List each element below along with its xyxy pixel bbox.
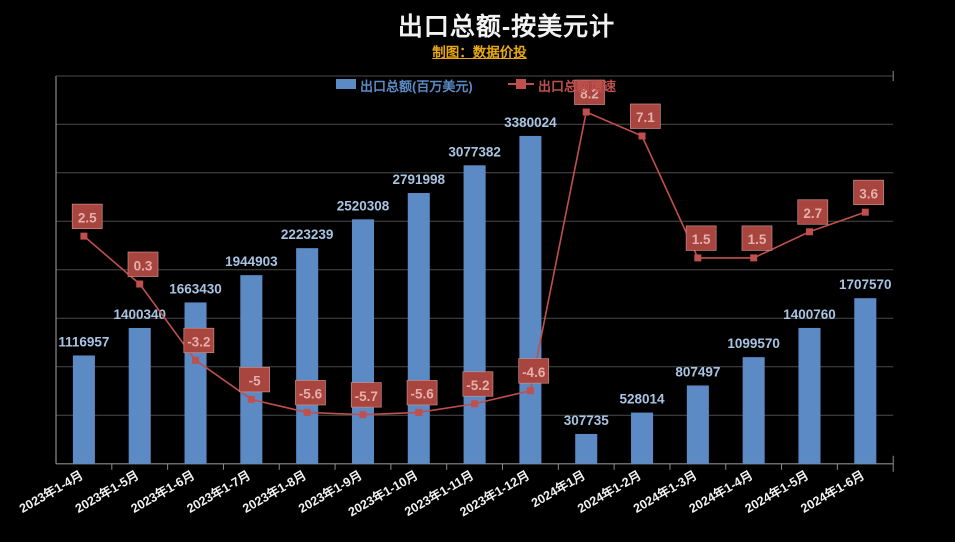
svg-text:2791998: 2791998	[393, 172, 446, 187]
svg-text:1707570: 1707570	[839, 277, 892, 292]
svg-text:1116957: 1116957	[58, 334, 109, 349]
svg-text:2520308: 2520308	[337, 198, 390, 213]
svg-text:1099570: 1099570	[727, 336, 780, 351]
svg-text:2.5: 2.5	[78, 210, 97, 225]
svg-text:-5.6: -5.6	[299, 387, 323, 402]
svg-text:1.5: 1.5	[692, 232, 711, 247]
svg-text:0.3: 0.3	[134, 258, 153, 273]
svg-text:-4.6: -4.6	[522, 365, 546, 380]
svg-text:-5.6: -5.6	[410, 387, 434, 402]
svg-text:807497: 807497	[675, 364, 720, 379]
svg-text:-5.2: -5.2	[466, 378, 489, 393]
svg-text:-5: -5	[249, 374, 261, 389]
svg-text:1663430: 1663430	[169, 281, 222, 296]
svg-text:2.7: 2.7	[803, 206, 822, 221]
svg-text:1400760: 1400760	[783, 307, 836, 322]
svg-text:3380024: 3380024	[504, 115, 557, 130]
svg-text:-5.7: -5.7	[355, 389, 378, 404]
svg-text:7.1: 7.1	[636, 110, 655, 125]
svg-text:3.6: 3.6	[859, 186, 878, 201]
svg-text:528014: 528014	[620, 392, 666, 407]
svg-text:3077382: 3077382	[448, 144, 501, 159]
svg-text:1.5: 1.5	[748, 232, 767, 247]
svg-text:307735: 307735	[564, 413, 610, 428]
svg-text:1944903: 1944903	[225, 254, 278, 269]
svg-text:2223239: 2223239	[281, 227, 334, 242]
svg-text:-3.2: -3.2	[187, 334, 210, 349]
